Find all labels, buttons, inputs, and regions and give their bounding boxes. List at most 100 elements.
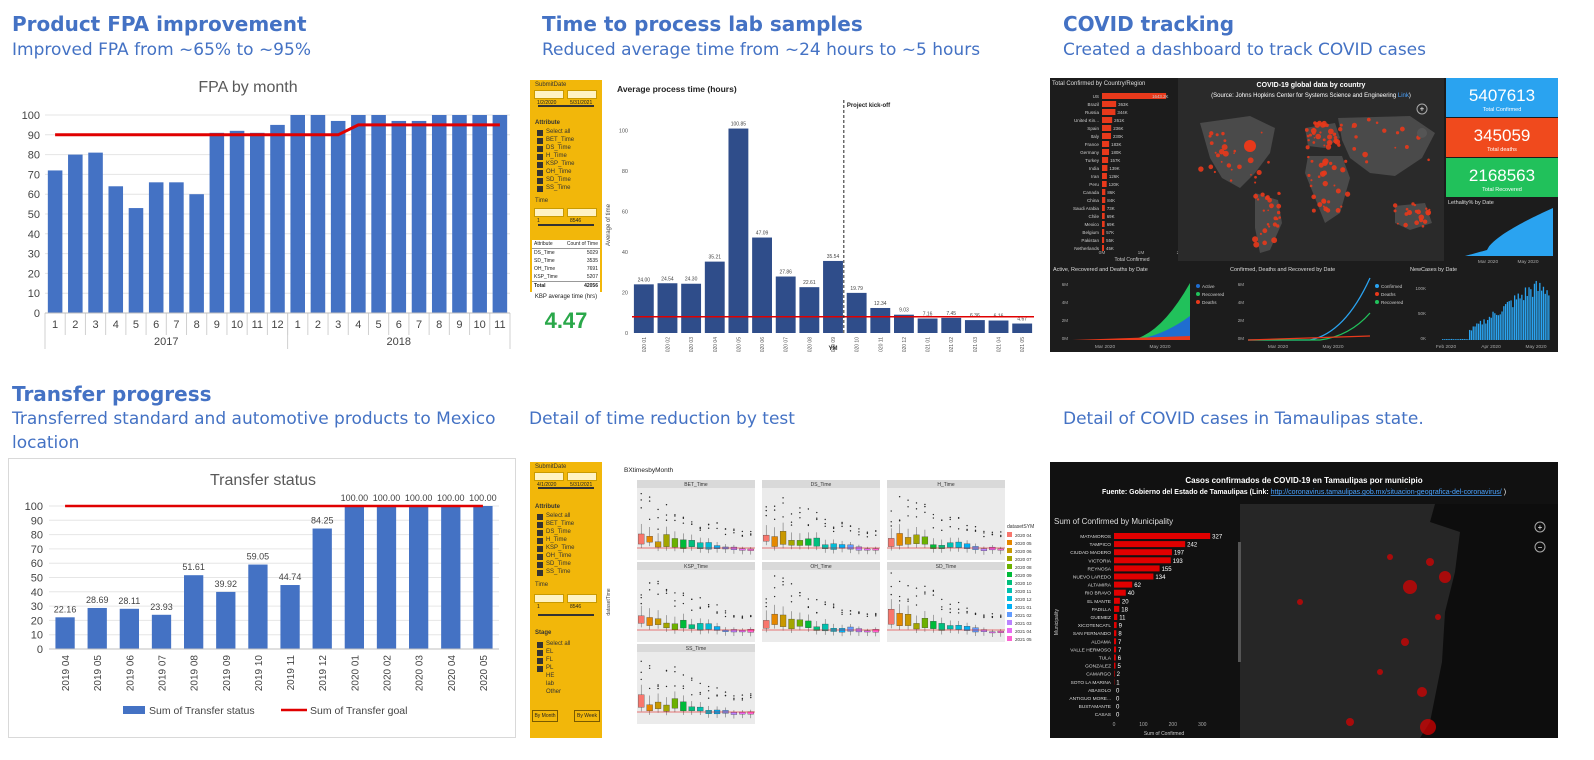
covid-map-bubble	[1413, 203, 1417, 207]
boxplot-outlier	[674, 685, 676, 687]
facet-title: OH_Time	[810, 564, 831, 570]
boxplot-outlier	[974, 613, 977, 616]
lab-time-slider[interactable]	[538, 224, 594, 226]
detail-stage-checkbox[interactable]	[537, 674, 543, 680]
boxplot-box	[913, 534, 920, 544]
tam-zoom-out-button[interactable]	[1534, 541, 1546, 553]
detail-stage-checkbox[interactable]	[537, 642, 543, 648]
boxplot-outlier	[799, 595, 801, 597]
lab-attribute-checkbox[interactable]	[537, 130, 543, 136]
covid-map-bubble	[1310, 159, 1314, 163]
covid-map-bubble	[1344, 191, 1351, 197]
line-y-tick: 6M	[1238, 282, 1245, 287]
detail-attribute-checkbox[interactable]	[537, 562, 543, 568]
detail-legend-swatch	[1007, 548, 1012, 553]
boxplot-outlier	[699, 529, 701, 531]
boxplot-outlier	[724, 691, 727, 693]
detail-attribute-checkbox[interactable]	[537, 546, 543, 552]
detail-stage-checkbox[interactable]	[537, 682, 543, 688]
tam-bar	[1114, 573, 1154, 580]
detail-attribute-checkbox[interactable]	[537, 554, 543, 560]
detail-date-to[interactable]: 5/31/2021	[567, 472, 597, 488]
detail-time-slider[interactable]	[538, 614, 594, 616]
fpa-x-tick: 5	[376, 319, 382, 331]
lab-date-to[interactable]: 5/31/2021	[567, 90, 597, 106]
detail-time-to[interactable]: 8546	[567, 594, 597, 610]
boxplot-outlier	[957, 612, 960, 614]
lab-attribute-checkbox[interactable]	[537, 170, 543, 176]
by-month-button[interactable]: By Month	[532, 710, 558, 722]
tam-y-label: Municipality	[1054, 608, 1060, 635]
covid-map-bubble	[1362, 151, 1368, 158]
by-week-button[interactable]: By Week	[574, 710, 600, 722]
boxplot-outlier	[915, 587, 918, 589]
lab-attribute-checkbox[interactable]	[537, 186, 543, 192]
lab-bar	[633, 284, 654, 333]
lab-attribute-checkbox[interactable]	[537, 146, 543, 152]
detail-stage-checkbox[interactable]	[537, 658, 543, 664]
detail-attribute-checkbox[interactable]	[537, 570, 543, 576]
lab-attribute-checkbox[interactable]	[537, 178, 543, 184]
lab-date-slider[interactable]	[538, 105, 594, 107]
transfer-bar	[119, 608, 139, 649]
area-y-tick: 0M	[1062, 336, 1069, 341]
lab-table-row: DS_Time 5029	[534, 250, 598, 256]
covid-country-value: 57K	[1106, 230, 1114, 235]
boxplot-outlier	[966, 612, 968, 614]
newcases-bar	[1445, 339, 1447, 340]
detail-attribute-checkbox[interactable]	[537, 522, 543, 528]
lab-time-from[interactable]: 1	[534, 208, 564, 224]
detail-legend-label: 2020 12	[1015, 597, 1032, 602]
detail-attribute-checkbox[interactable]	[537, 514, 543, 520]
detail-date-from[interactable]: 4/1/2020	[534, 472, 564, 488]
lab-attribute-checkbox[interactable]	[537, 162, 543, 168]
tam-scrollbar[interactable]	[1238, 542, 1241, 662]
fpa-bar	[431, 115, 447, 313]
boxplot-outlier	[741, 694, 744, 696]
boxplot-outlier	[674, 605, 676, 607]
covid-map-bubble	[1221, 131, 1225, 136]
covid-map-bubble	[1317, 202, 1323, 208]
tam-zoom-in-button[interactable]	[1534, 521, 1546, 533]
newcases-bar	[1517, 293, 1519, 340]
tam-municipality-label: CASAS	[1095, 712, 1111, 718]
detail-time-from[interactable]: 1	[534, 594, 564, 610]
tam-bar-value: 62	[1134, 583, 1141, 589]
detail-attribute-checkbox[interactable]	[537, 530, 543, 536]
fpa-bar	[371, 115, 386, 313]
fpa-x-tick: 6	[153, 319, 159, 331]
area-legend-label: Deaths	[1202, 300, 1217, 305]
detail-legend-label: 2020 09	[1015, 573, 1032, 578]
fpa-group-label: 2017	[154, 336, 178, 348]
detail-date-slider[interactable]	[538, 487, 594, 489]
detail-stage-option: HE	[546, 673, 555, 679]
covid-map-bubble	[1396, 222, 1399, 225]
map-zoom-out-button[interactable]	[1417, 128, 1427, 138]
detail-stage-checkbox[interactable]	[537, 650, 543, 656]
covid-map-source-link[interactable]: Link	[1398, 93, 1410, 99]
boxplot-outlier	[640, 660, 642, 662]
covid-map-bubble	[1404, 145, 1409, 149]
covid-country-value: 69K	[1107, 214, 1115, 219]
detail-stage-checkbox[interactable]	[537, 666, 543, 672]
detail-stage-checkbox[interactable]	[537, 690, 543, 696]
fpa-x-tick: 3	[92, 319, 98, 331]
boxplot-box	[997, 548, 1004, 551]
detail-legend-label: 2020 06	[1015, 549, 1032, 554]
transfer-legend-bar-label: Sum of Transfer status	[149, 705, 255, 717]
tam-source-link[interactable]: http://coronavirus.tamaulipas.gob.mx/sit…	[1271, 489, 1502, 496]
lab-time-to[interactable]: 8546	[567, 208, 597, 224]
map-zoom-in-button[interactable]	[1416, 103, 1428, 115]
lab-data-label: 9.03	[899, 308, 909, 314]
detail-legend-swatch	[1007, 556, 1012, 561]
detail-attribute-checkbox[interactable]	[537, 538, 543, 544]
fpa-y-tick: 20	[28, 268, 40, 280]
lab-date-from[interactable]: 1/2/2020	[534, 90, 564, 106]
boxplot-outlier	[716, 695, 718, 697]
lab-attribute-checkbox[interactable]	[537, 138, 543, 144]
detail-y-label: datasetTime	[606, 588, 612, 616]
lab-attribute-checkbox[interactable]	[537, 154, 543, 160]
newcases-bar	[1548, 295, 1550, 340]
boxplot-outlier	[674, 600, 676, 602]
tam-municipality-label: PADILLA	[1092, 607, 1112, 613]
